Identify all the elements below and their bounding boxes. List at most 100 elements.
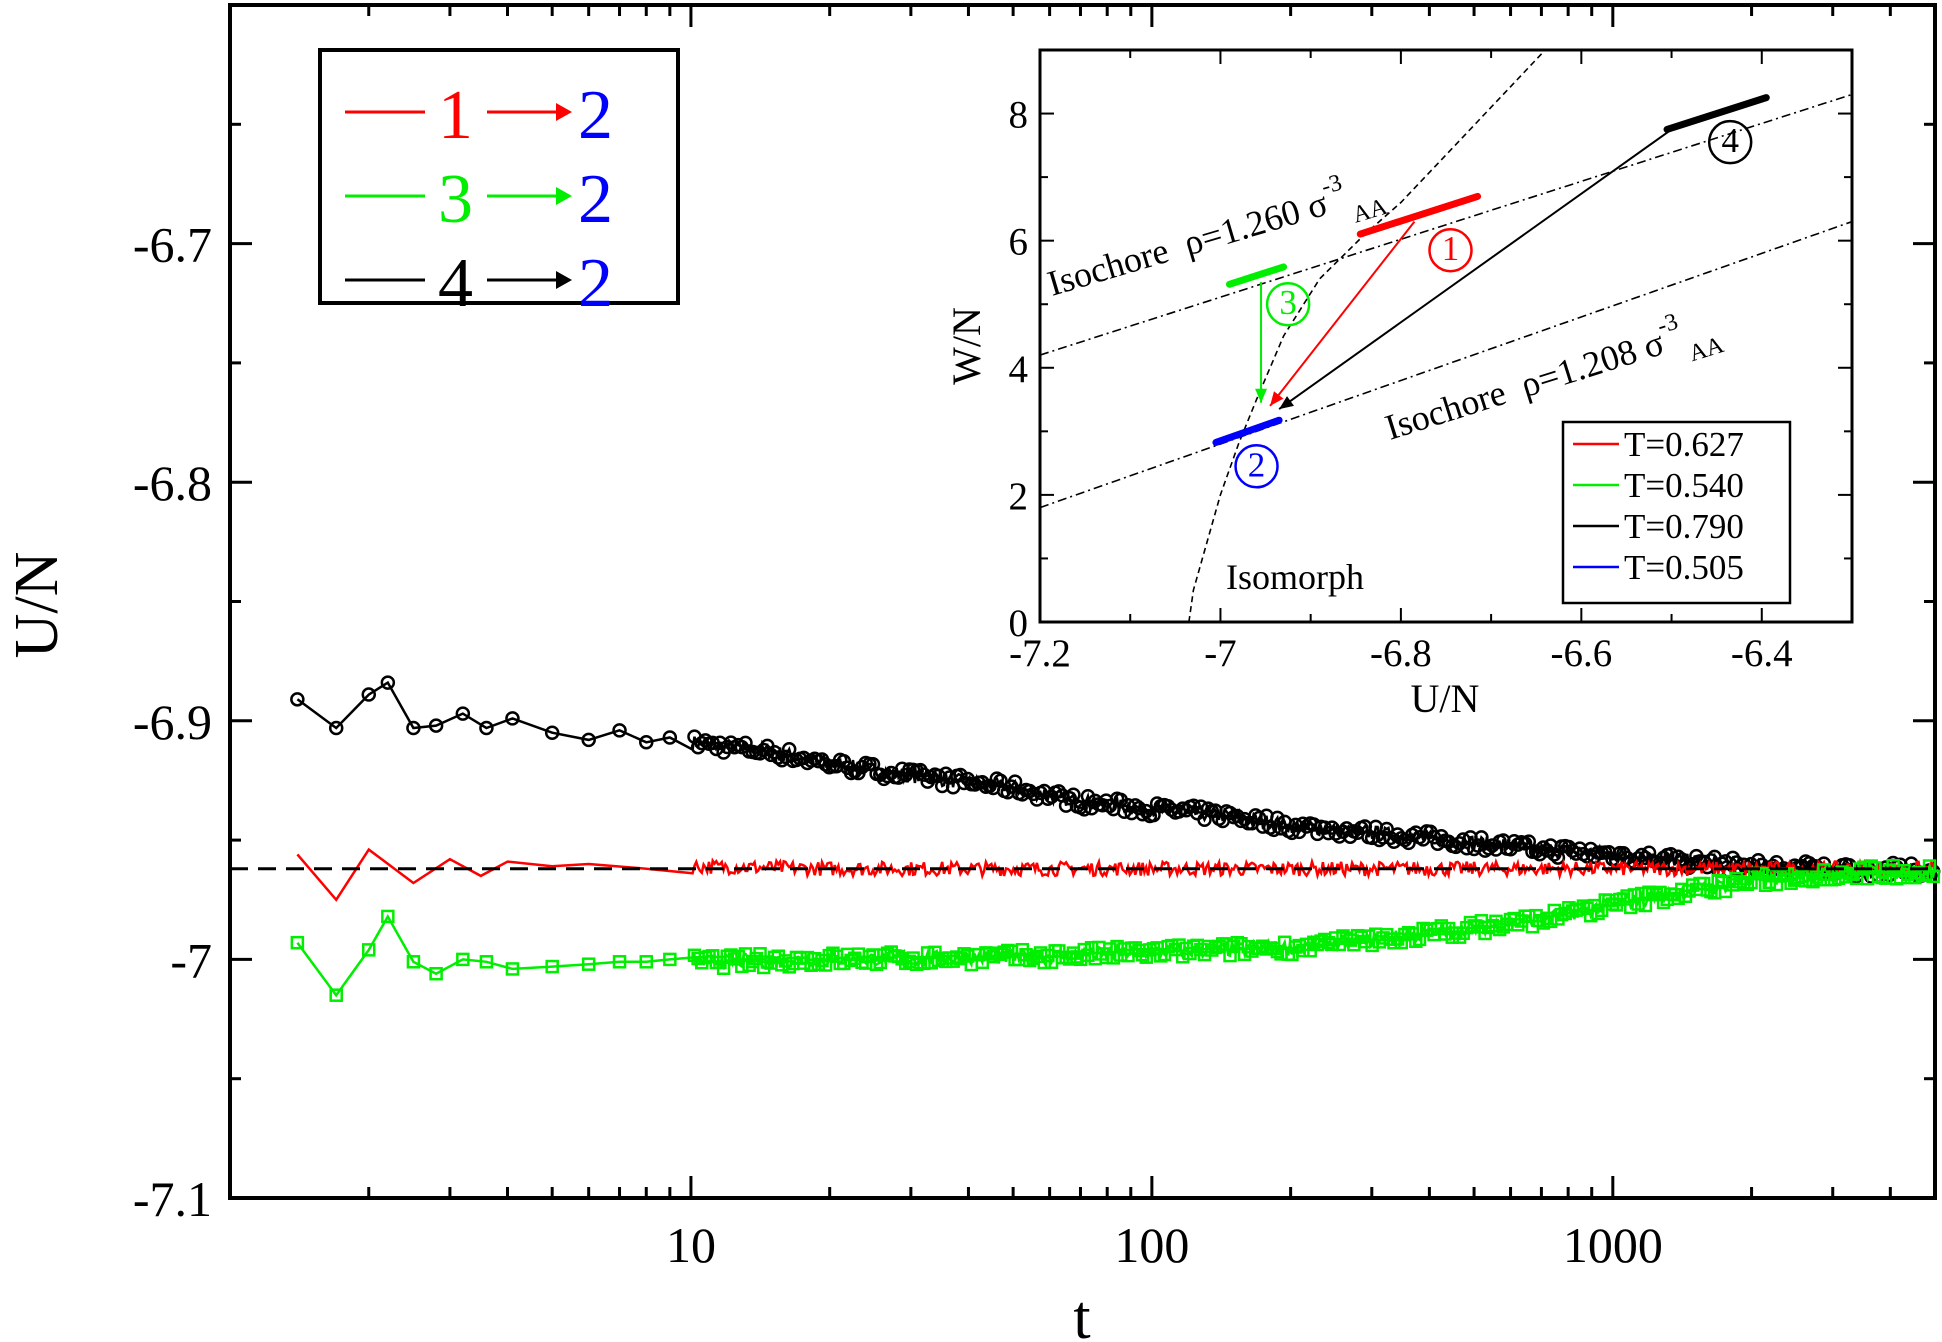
data-point: [826, 946, 840, 960]
data-point: [361, 687, 377, 702]
data-point: [505, 711, 520, 726]
data-point: [1769, 877, 1784, 892]
inset-legend-label: T=0.627: [1624, 425, 1744, 464]
series-line: [296, 680, 1936, 881]
legend-to-label: 2: [578, 245, 613, 322]
data-point: [1081, 948, 1095, 963]
data-point: [1624, 900, 1638, 915]
state-point-label-3: 3: [1279, 283, 1297, 322]
data-point: [1511, 918, 1525, 932]
data-point: [612, 955, 627, 969]
data-point: [581, 957, 596, 971]
inset-legend-label: T=0.505: [1624, 548, 1744, 587]
data-point: [1154, 949, 1168, 963]
data-point: [1627, 888, 1642, 902]
data-point: [1409, 934, 1423, 948]
data-point: [612, 723, 627, 738]
inset-y-axis-title: W/N: [944, 307, 989, 385]
data-point: [1164, 938, 1179, 953]
data-point: [1037, 955, 1051, 970]
data-point: [1641, 845, 1657, 860]
isomorph-label: Isomorph: [1226, 557, 1364, 597]
main-y-tick-label: -6.9: [133, 694, 212, 750]
data-point: [1536, 840, 1551, 855]
data-point: [662, 730, 678, 745]
data-point: [1022, 953, 1037, 968]
state-point-marker-1: [1428, 227, 1473, 273]
data-point: [1547, 847, 1562, 862]
data-point: [873, 955, 888, 970]
arrow-4-to-2: [1278, 128, 1673, 410]
main-y-tick-label: -6.7: [133, 217, 212, 273]
data-point: [1299, 819, 1314, 834]
data-point: [1926, 869, 1940, 884]
inset-x-tick-label: -6.8: [1370, 632, 1432, 675]
data-point: [406, 955, 421, 969]
data-point: [1864, 859, 1878, 873]
inset-y-tick-label: 8: [1009, 94, 1029, 137]
data-point: [290, 692, 305, 707]
inset-x-axis-title: U/N: [1411, 676, 1480, 721]
data-point: [1740, 877, 1755, 892]
data-point: [1033, 946, 1048, 960]
inset-x-tick-label: -7: [1204, 632, 1237, 675]
legend-from-label: 1: [438, 77, 473, 154]
data-point: [1128, 941, 1143, 955]
main-legend-box: [318, 48, 680, 305]
data-point: [1251, 810, 1267, 826]
data-point: [1401, 835, 1416, 851]
data-point: [818, 958, 833, 972]
data-point: [1073, 952, 1088, 967]
main-legend: 1 2 3 2 4 2: [318, 48, 680, 322]
data-point: [456, 952, 470, 967]
main-y-tick-label: -7.1: [133, 1171, 212, 1227]
state-point-cluster-2: [1212, 416, 1283, 446]
data-point: [406, 720, 421, 736]
main-x-axis-title: t: [1073, 1284, 1090, 1342]
legend-arrow-head: [556, 187, 572, 205]
data-point: [869, 957, 884, 972]
data-point: [428, 718, 444, 733]
data-point: [1110, 939, 1124, 954]
state-point-cluster-1: [1356, 192, 1482, 238]
data-point: [381, 909, 395, 924]
arrow-1-to-2: [1269, 220, 1416, 407]
data-point: [946, 954, 960, 968]
data-point: [1186, 798, 1201, 814]
data-point: [663, 952, 677, 967]
data-point: [1284, 825, 1300, 841]
data-point: [1051, 784, 1067, 799]
data-point: [1656, 895, 1671, 910]
data-point: [1212, 939, 1226, 954]
inset-legend-box: [1561, 420, 1792, 605]
data-point: [581, 732, 596, 748]
data-point: [822, 948, 837, 963]
legend-to-label: 2: [578, 161, 613, 238]
data-point: [1638, 898, 1653, 913]
main-series-layer: [230, 675, 1941, 1002]
data-point: [811, 957, 826, 971]
inset-x-tick-label: -6.6: [1550, 632, 1612, 675]
series-4-to-2: [290, 675, 1941, 884]
data-point: [1394, 935, 1409, 950]
main-x-tick-label: 100: [1114, 1217, 1189, 1273]
inset-y-tick-label: 0: [1009, 602, 1029, 645]
inset-legend-label: T=0.790: [1624, 507, 1744, 546]
data-point: [1474, 830, 1489, 845]
state-point-label-4: 4: [1721, 121, 1739, 160]
data-point: [997, 945, 1011, 959]
data-point: [724, 948, 738, 962]
data-point: [1336, 929, 1350, 943]
inset-clipped: [1040, 50, 1852, 622]
data-point: [1387, 936, 1401, 950]
inset-y-tick-label: 4: [1009, 348, 1029, 391]
data-point: [455, 706, 471, 721]
data-point: [505, 962, 520, 976]
inset-axis-ticks: -7.2 -7 -6.8 -6.6 -6.4 0 2 4 6 8: [1009, 49, 1853, 675]
data-point: [639, 735, 654, 750]
legend-arrow-head: [556, 271, 572, 289]
data-point: [1434, 919, 1449, 933]
data-point: [479, 720, 494, 736]
data-point: [1744, 875, 1758, 890]
